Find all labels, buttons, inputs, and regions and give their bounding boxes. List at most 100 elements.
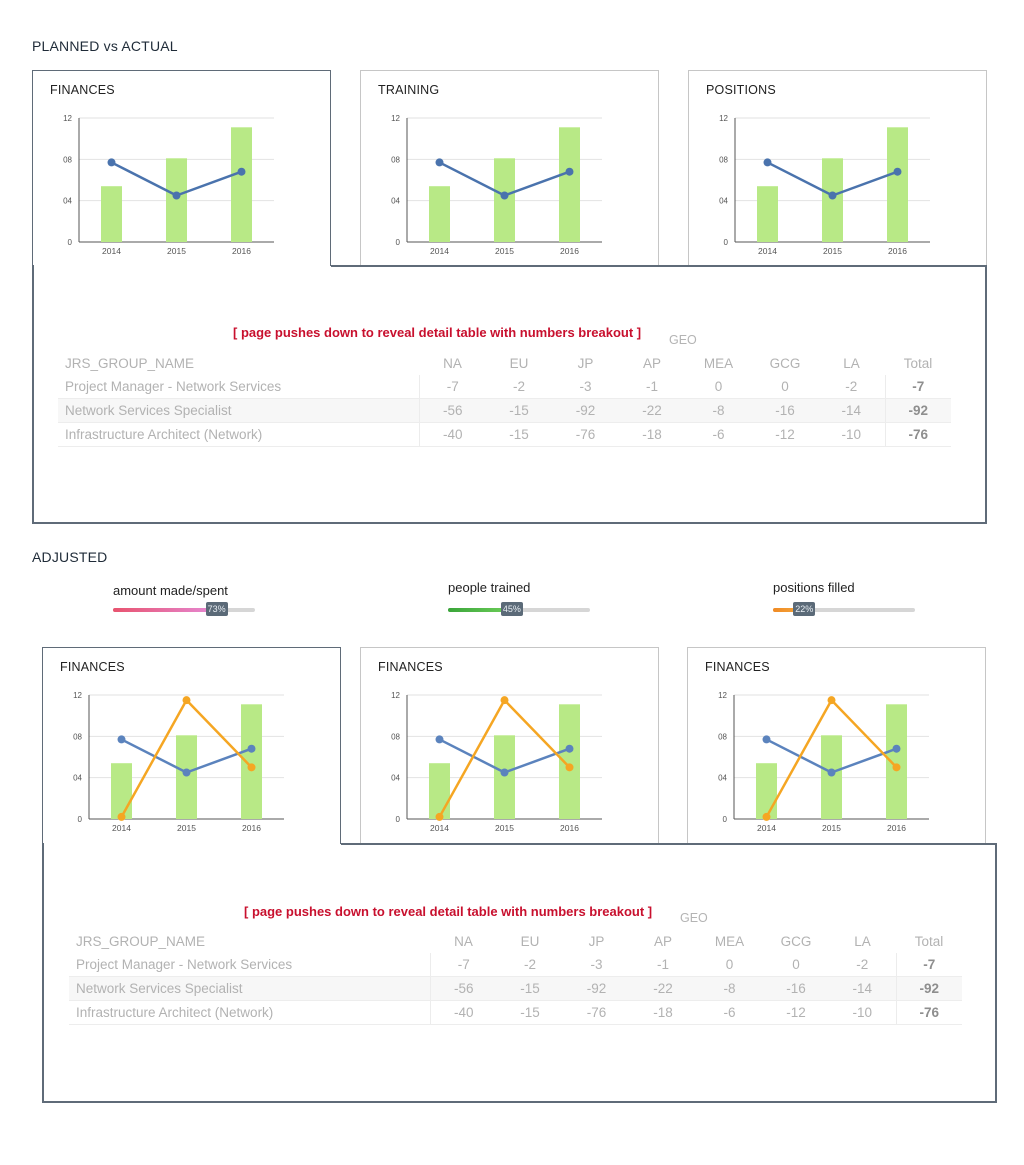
- detail-panel-border-left: [42, 843, 44, 1102]
- bar: [494, 158, 515, 242]
- column-header: MEA: [714, 934, 745, 949]
- table-cell: -12: [763, 1000, 829, 1025]
- detail-panel-border-right: [995, 843, 997, 1102]
- table-cell: -15: [497, 1000, 563, 1025]
- data-point: [500, 191, 509, 200]
- chart-card-finances[interactable]: FINANCES 0 04 08 12 2014 2015 2016: [32, 70, 331, 266]
- column-header: LA: [854, 934, 871, 949]
- table-row[interactable]: Infrastructure Architect (Network) -40 -…: [69, 1000, 962, 1025]
- table-row[interactable]: Project Manager - Network Services -7 -2…: [58, 375, 951, 399]
- bar: [757, 186, 778, 242]
- table-cell: -16: [752, 398, 818, 423]
- row-name: Project Manager - Network Services: [69, 953, 430, 977]
- meter-label-positions: positions filled: [773, 580, 855, 595]
- table-cell: -2: [829, 953, 896, 977]
- column-header: Total: [914, 934, 944, 949]
- table-cell: -6: [685, 422, 752, 447]
- row-name: Infrastructure Architect (Network): [69, 1000, 430, 1025]
- data-point: [565, 763, 574, 772]
- table-cell: -7: [418, 375, 486, 399]
- table-cell: -1: [630, 953, 696, 977]
- x-tick-label: 2016: [560, 246, 579, 256]
- bar: [429, 186, 450, 242]
- table-cell: -15: [497, 976, 563, 1001]
- column-header: Total: [903, 356, 933, 371]
- column-header: EU: [509, 356, 529, 371]
- bar: [821, 735, 842, 819]
- adjusted-card-2[interactable]: FINANCES 0 04 08 12 2014 2015 2016: [360, 647, 659, 844]
- table-row[interactable]: Network Services Specialist -56 -15 -92 …: [69, 976, 962, 1001]
- y-tick-label: 04: [73, 774, 82, 783]
- row-total: -7: [884, 375, 951, 399]
- meter-fill: [773, 608, 805, 612]
- chart-card-positions[interactable]: POSITIONS 0 04 08 12 2014 2015 2016: [688, 70, 987, 266]
- x-tick-label: 2015: [167, 246, 186, 256]
- data-point: [893, 167, 902, 176]
- geo-label: GEO: [669, 333, 697, 347]
- adjusted-card-1[interactable]: FINANCES 0 04 08 12 2014 2015 2016: [42, 647, 341, 844]
- x-tick-label: 2016: [887, 823, 906, 833]
- table-cell: -12: [752, 422, 818, 447]
- detail-panel-border-bottom: [32, 522, 987, 524]
- data-point: [435, 812, 444, 821]
- row-name: Infrastructure Architect (Network): [58, 422, 419, 447]
- x-tick-label: 2014: [430, 823, 449, 833]
- amount-progress-bar: 73%: [113, 602, 255, 616]
- table-cell: -18: [619, 422, 685, 447]
- y-tick-label: 12: [719, 114, 728, 123]
- data-point: [237, 167, 246, 176]
- row-name: Project Manager - Network Services: [58, 375, 419, 399]
- positions-combo-chart: 0 04 08 12 2014 2015 2016: [719, 114, 930, 256]
- table-cell: -56: [429, 976, 497, 1001]
- data-point: [182, 696, 191, 705]
- y-tick-label: 04: [718, 774, 727, 783]
- table-row[interactable]: Project Manager - Network Services -7 -2…: [69, 953, 962, 977]
- bar: [111, 763, 132, 819]
- meter-badge: 22%: [793, 602, 816, 616]
- table-cell: -14: [829, 976, 896, 1001]
- geo-label: GEO: [680, 911, 708, 925]
- adjusted-combo-chart-2: 0 04 08 12 2014 2015 2016: [391, 691, 602, 833]
- bar: [756, 763, 777, 819]
- column-header: AP: [642, 356, 661, 371]
- meter-fill: [113, 608, 217, 612]
- detail-table: JRS_GROUP_NAME NA EU JP AP MEA GCG LA To…: [69, 930, 962, 1025]
- table-header-row: JRS_GROUP_NAME NA EU JP AP MEA GCG LA To…: [58, 352, 951, 375]
- meter-badge: 73%: [205, 602, 228, 616]
- detail-panel-border-top: [331, 265, 986, 267]
- detail-note: [ page pushes down to reveal detail tabl…: [244, 904, 653, 919]
- bar: [231, 127, 252, 242]
- adjusted-card-3[interactable]: FINANCES 0 04 08 12 2014 2015 2016: [687, 647, 986, 844]
- column-header: NA: [454, 934, 473, 949]
- x-tick-label: 2014: [430, 246, 449, 256]
- table-row[interactable]: Network Services Specialist -56 -15 -92 …: [58, 398, 951, 423]
- table-row[interactable]: Infrastructure Architect (Network) -40 -…: [58, 422, 951, 447]
- column-header: JRS_GROUP_NAME: [76, 934, 206, 949]
- y-tick-label: 0: [78, 815, 83, 824]
- card-title: FINANCES: [378, 660, 443, 674]
- data-point: [172, 191, 181, 200]
- table-cell: 0: [696, 953, 763, 977]
- table-cell: 0: [763, 953, 829, 977]
- finances-combo-chart: 0 04 08 12 2014 2015 2016: [63, 114, 274, 256]
- bar: [176, 735, 197, 819]
- table-cell: -76: [552, 422, 619, 447]
- data-point: [763, 158, 772, 167]
- y-tick-label: 08: [718, 732, 727, 741]
- table-cell: -18: [630, 1000, 696, 1025]
- y-tick-label: 08: [719, 155, 728, 164]
- x-tick-label: 2015: [177, 823, 196, 833]
- table-cell: -14: [818, 398, 885, 423]
- y-tick-label: 12: [73, 691, 82, 700]
- table-cell: -15: [486, 398, 552, 423]
- y-tick-label: 12: [63, 114, 72, 123]
- training-combo-chart: 0 04 08 12 2014 2015 2016: [391, 114, 602, 256]
- x-tick-label: 2015: [822, 823, 841, 833]
- bar: [559, 704, 580, 819]
- detail-panel-border-left: [32, 265, 34, 524]
- y-tick-label: 0: [723, 815, 728, 824]
- card-title: FINANCES: [60, 660, 125, 674]
- x-tick-label: 2014: [757, 823, 776, 833]
- data-point: [827, 768, 836, 777]
- chart-card-training[interactable]: TRAINING 0 04 08 12 2014 2015 2016: [360, 70, 659, 266]
